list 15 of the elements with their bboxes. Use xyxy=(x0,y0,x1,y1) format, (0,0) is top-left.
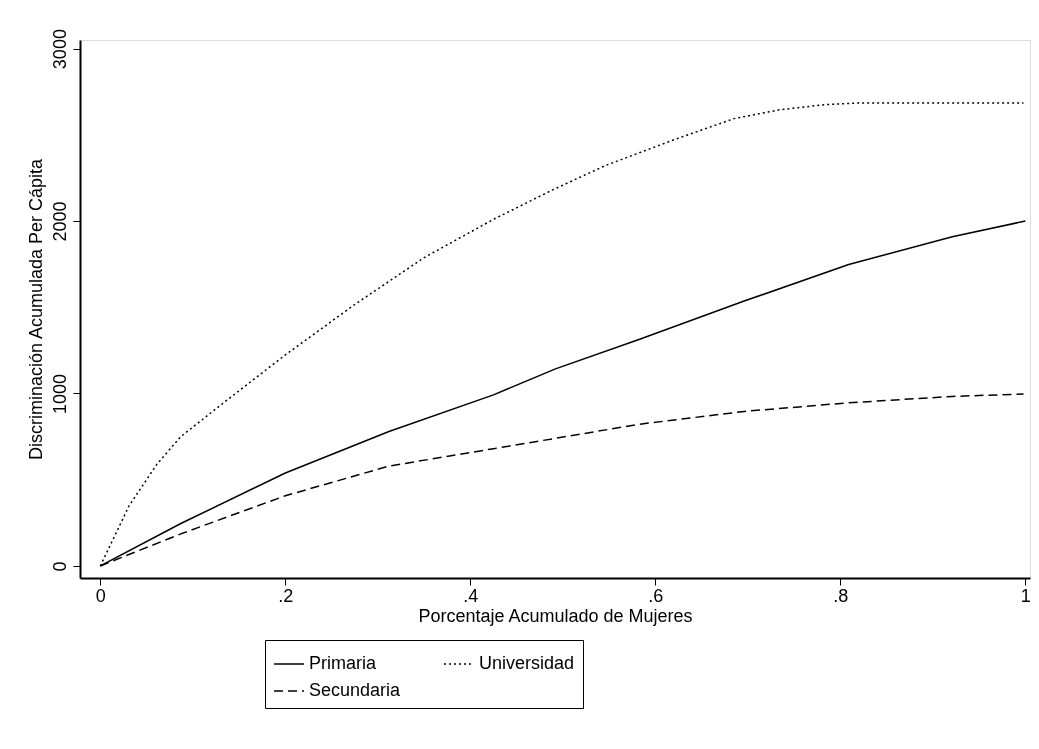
x-axis-title: Porcentaje Acumulado de Mujeres xyxy=(418,605,693,626)
x-tick-label: 0 xyxy=(95,585,106,606)
x-tick-label: .2 xyxy=(278,585,294,606)
x-tick-label: .4 xyxy=(463,585,479,606)
legend-label: Secundaria xyxy=(309,680,402,700)
y-axis-title: Discriminación Acumulada Per Cápita xyxy=(25,157,46,461)
y-tick-label: 0 xyxy=(49,561,70,572)
x-tick-label: 1 xyxy=(1020,585,1031,606)
x-tick-label: .6 xyxy=(648,585,664,606)
legend-label: Universidad xyxy=(479,653,575,673)
y-tick-label: 3000 xyxy=(49,29,70,70)
x-tick-label: .8 xyxy=(833,585,849,606)
legend-label: Primaria xyxy=(309,653,377,673)
y-tick-label: 1000 xyxy=(49,373,70,415)
y-tick-label: 2000 xyxy=(49,201,70,242)
